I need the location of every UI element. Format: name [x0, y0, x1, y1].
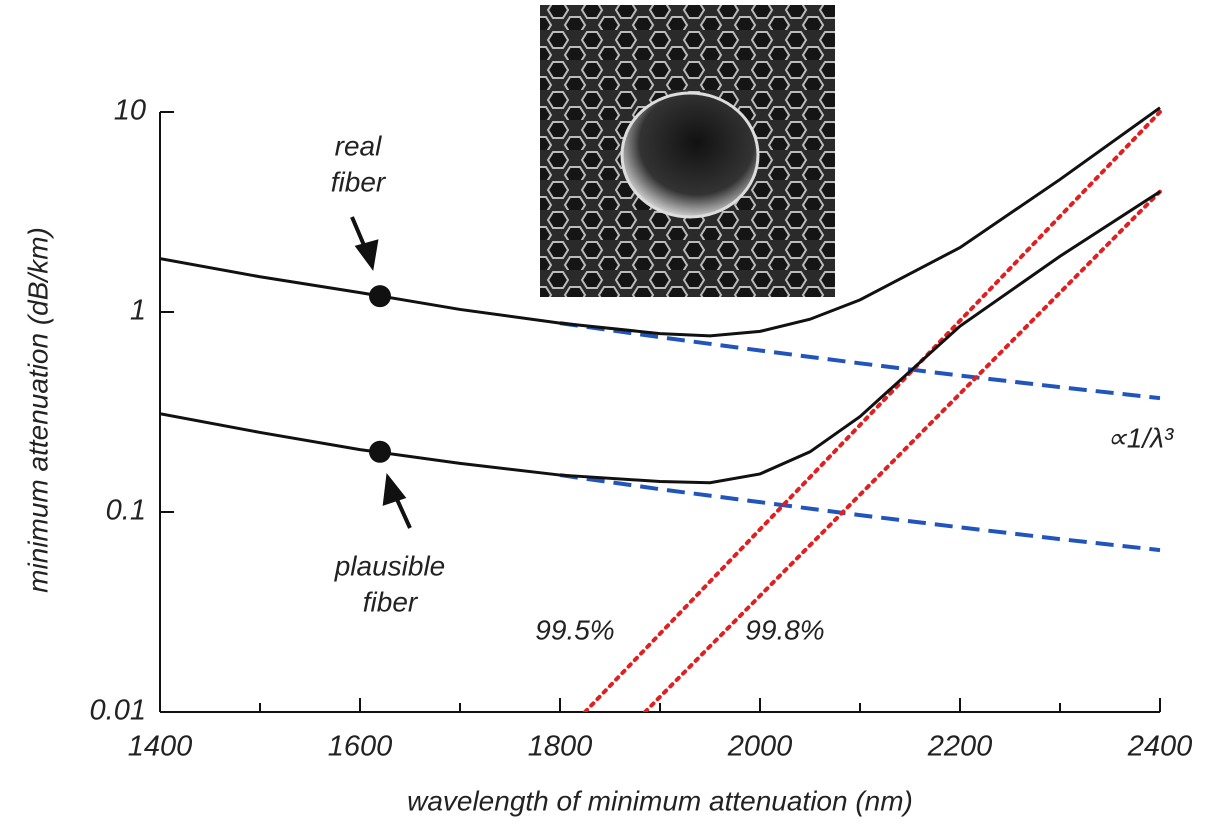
- x-axis-title: wavelength of minimum attenuation (nm): [407, 785, 913, 816]
- series-line: [643, 189, 1162, 712]
- x-tick-label: 1600: [328, 731, 393, 763]
- x-tick-label: 1400: [128, 731, 193, 763]
- y-tick-label: 0.1: [106, 495, 146, 527]
- annotation: fiber: [331, 166, 387, 197]
- marker: [369, 440, 391, 463]
- x-tick-label: 1800: [528, 731, 593, 763]
- series-line: [583, 110, 1162, 712]
- series-line: [559, 321, 1161, 401]
- annotation: real: [335, 130, 382, 161]
- x-tick-label: 2200: [927, 731, 993, 763]
- series-line: [559, 473, 1161, 553]
- annotation: 99.8%: [745, 614, 824, 645]
- y-axis-title: minimum attenuation (dB/km): [22, 227, 53, 593]
- annotation: plausible: [334, 550, 446, 581]
- y-tick-label: 0.01: [90, 695, 146, 727]
- annotation: ∝1/λ³: [1107, 422, 1174, 453]
- x-tick-label: 2000: [727, 731, 793, 763]
- annotation: 99.5%: [535, 614, 614, 645]
- y-tick-label: 10: [114, 95, 146, 127]
- fiber-inset: [540, 5, 835, 297]
- plot: [160, 106, 1162, 712]
- arrows: [350, 216, 412, 529]
- marker: [369, 285, 391, 308]
- y-tick-label: 1: [130, 295, 146, 327]
- series-line: [160, 190, 1161, 485]
- annotation: fiber: [363, 586, 419, 617]
- series-line: [160, 106, 1161, 338]
- x-tick-label: 2400: [1127, 731, 1193, 763]
